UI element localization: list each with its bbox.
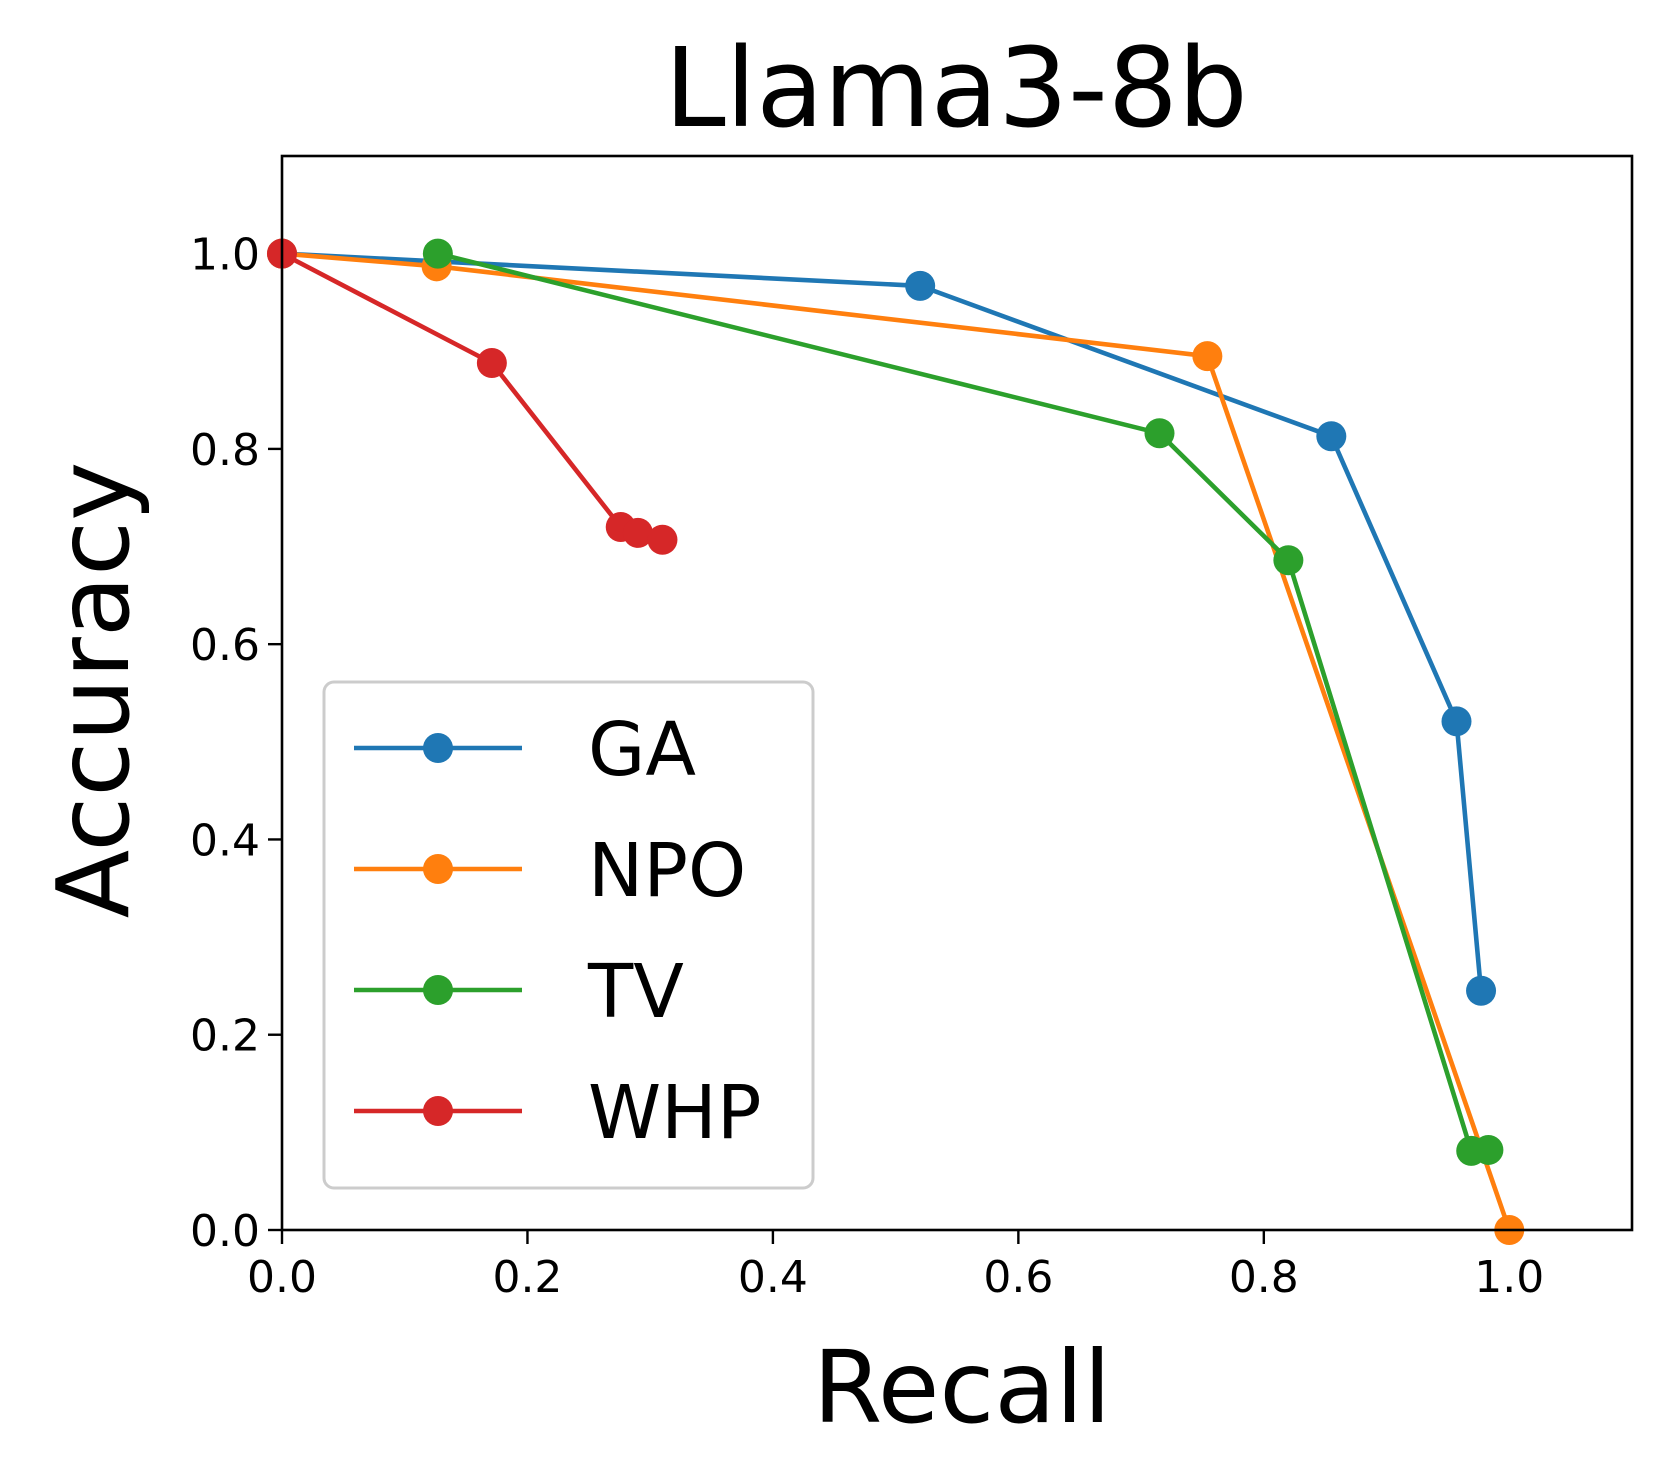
data-point-whp — [647, 524, 678, 555]
legend-entry-tv: TV — [354, 949, 684, 1035]
data-point-ga — [1466, 975, 1497, 1006]
y-tick-label: 0.6 — [190, 620, 260, 671]
data-point-tv — [1473, 1134, 1504, 1165]
x-tick-label: 0.6 — [983, 1252, 1053, 1303]
y-tick-label: 0.0 — [190, 1206, 260, 1257]
legend-label-tv: TV — [587, 949, 684, 1035]
legend-marker-tv — [423, 975, 453, 1005]
legend-entries: GA NPO TV WHP — [354, 707, 761, 1156]
series-tv — [422, 238, 1504, 1166]
data-point-tv — [1273, 545, 1304, 576]
data-point-ga — [1441, 706, 1472, 737]
data-point-tv — [1144, 418, 1175, 449]
x-tick-label: 1.0 — [1474, 1252, 1544, 1303]
plot-series — [267, 238, 1525, 1245]
legend-box — [322, 680, 815, 1190]
legend-marker-whp — [423, 1096, 453, 1126]
axis-ticks: 0.0 0.2 0.4 0.6 0.8 1.0 0.0 0.2 0.4 0.6 0.8 1.0 — [190, 230, 1544, 1303]
x-tick-label: 0.0 — [247, 1252, 317, 1303]
data-point-whp — [476, 347, 507, 378]
x-axis-label: Recall — [813, 1329, 1111, 1446]
data-point-tv — [422, 238, 453, 269]
x-tick-label: 0.4 — [738, 1252, 808, 1303]
y-tick-label: 0.4 — [190, 815, 260, 866]
legend-entry-ga: GA — [354, 707, 696, 793]
legend: GA NPO TV WHP — [322, 680, 815, 1190]
y-tick-label: 1.0 — [190, 230, 260, 281]
legend-entry-whp: WHP — [354, 1070, 761, 1156]
series-whp — [267, 238, 678, 555]
chart-title: Llama3-8b — [664, 24, 1247, 152]
x-tick-label: 0.2 — [492, 1252, 562, 1303]
data-point-ga — [905, 270, 936, 301]
x-tick-label: 0.8 — [1229, 1252, 1299, 1303]
legend-entry-npo: NPO — [354, 828, 746, 914]
legend-label-npo: NPO — [588, 828, 746, 914]
data-point-ga — [1316, 421, 1347, 452]
axes-frame — [280, 154, 1634, 1232]
legend-marker-npo — [423, 854, 453, 884]
data-point-npo — [1192, 341, 1223, 372]
y-axis-label: Accuracy — [35, 462, 152, 919]
y-tick-label: 0.8 — [190, 425, 260, 476]
legend-label-whp: WHP — [588, 1070, 761, 1156]
y-tick-label: 0.2 — [190, 1011, 260, 1062]
legend-marker-ga — [423, 733, 453, 763]
data-point-whp — [622, 517, 653, 548]
legend-label-ga: GA — [588, 707, 696, 793]
